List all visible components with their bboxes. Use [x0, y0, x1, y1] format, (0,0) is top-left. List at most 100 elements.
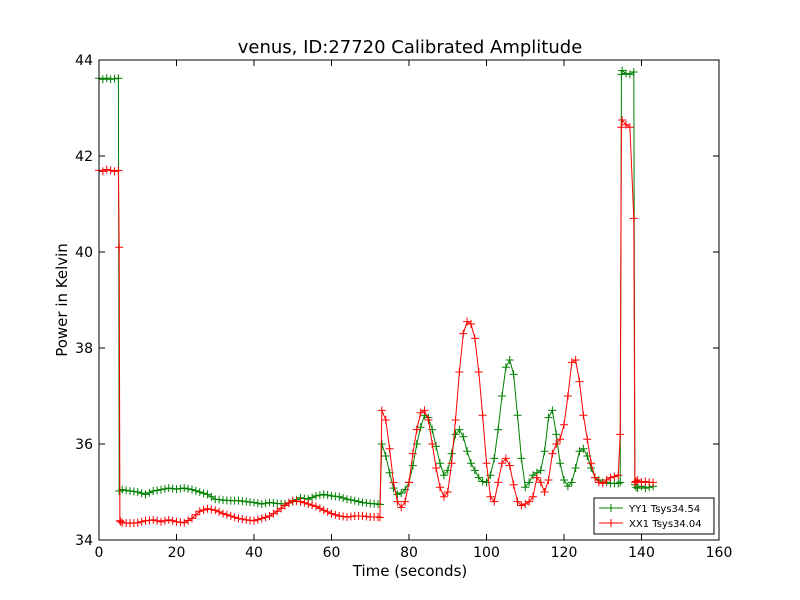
- data-point-marker: [513, 411, 522, 420]
- data-point-marker: [412, 425, 421, 434]
- legend-entry-yy1: YY1 Tsys34.54: [599, 504, 700, 515]
- data-point-marker: [447, 449, 456, 458]
- data-point-marker: [381, 452, 390, 460]
- legend-label-yy1: YY1 Tsys34.54: [628, 504, 700, 515]
- data-point-marker: [116, 517, 125, 526]
- data-point-marker: [253, 499, 262, 508]
- data-point-marker: [618, 116, 627, 124]
- data-point-marker: [308, 501, 317, 510]
- legend-marker-xx1: [607, 519, 615, 527]
- data-point-marker: [617, 70, 626, 79]
- data-point-marker: [490, 497, 499, 506]
- data-point-marker: [261, 513, 270, 522]
- y-axis-ticks: 34 36 38 40 42 44: [75, 53, 719, 549]
- data-point-marker: [560, 420, 568, 429]
- x-tick-label: 40: [245, 545, 263, 561]
- data-point-marker: [610, 472, 619, 481]
- data-point-marker: [616, 430, 625, 439]
- data-point-marker: [532, 473, 541, 482]
- data-point-marker: [447, 459, 456, 468]
- data-point-marker: [463, 447, 472, 456]
- data-point-marker: [393, 497, 402, 506]
- data-point-marker: [509, 480, 518, 489]
- data-point-marker: [439, 471, 448, 480]
- data-point-marker: [494, 425, 503, 434]
- data-point-marker: [501, 454, 510, 463]
- x-axis-ticks: 0 20 40 60 80 100 120 140 160: [95, 60, 733, 561]
- x-tick-label: 100: [473, 545, 500, 561]
- data-point-marker: [137, 489, 146, 498]
- data-point-marker: [552, 430, 561, 439]
- data-point-marker: [393, 490, 402, 499]
- data-point-marker: [579, 444, 588, 453]
- data-point-marker: [315, 491, 324, 500]
- data-point-marker: [184, 484, 193, 493]
- data-point-marker: [525, 497, 534, 506]
- data-point-marker: [637, 478, 646, 487]
- data-point-marker: [478, 477, 487, 486]
- data-point-marker: [641, 477, 650, 486]
- data-point-marker: [304, 500, 313, 508]
- data-point-marker: [436, 459, 444, 468]
- data-point-marker: [180, 484, 189, 493]
- data-point-marker: [230, 513, 239, 522]
- data-point-marker: [632, 477, 641, 486]
- data-point-marker: [467, 459, 475, 468]
- data-point-marker: [451, 430, 460, 439]
- legend-label-xx1: XX1 Tsys34.04: [629, 519, 702, 530]
- data-point-marker: [571, 356, 580, 364]
- data-point-marker: [184, 516, 193, 525]
- data-point-marker: [191, 510, 200, 519]
- data-point-marker: [598, 479, 607, 488]
- data-point-marker: [408, 461, 417, 470]
- data-point-marker: [238, 515, 247, 524]
- data-point-marker: [625, 123, 634, 132]
- data-point-marker: [544, 413, 553, 422]
- data-point-marker: [622, 69, 630, 78]
- data-point-marker: [521, 483, 530, 492]
- y-tick-label: 36: [75, 437, 93, 453]
- data-point-marker: [529, 492, 537, 501]
- data-point-marker: [199, 506, 208, 514]
- data-point-marker: [474, 473, 483, 482]
- data-point-marker: [343, 495, 351, 504]
- data-point-marker: [459, 329, 468, 338]
- data-point-marker: [98, 75, 107, 84]
- data-point-marker: [114, 74, 123, 83]
- y-tick-label: 38: [75, 341, 93, 357]
- data-point-marker: [544, 476, 553, 484]
- data-point-marker: [191, 486, 200, 495]
- data-point-marker: [354, 497, 363, 506]
- data-point-marker: [633, 484, 642, 493]
- data-point-marker: [114, 166, 123, 175]
- data-point-marker: [331, 510, 340, 519]
- data-point-marker: [110, 167, 119, 176]
- data-point-marker: [335, 492, 344, 501]
- data-point-marker: [478, 411, 487, 420]
- data-point-marker: [579, 411, 588, 420]
- data-point-marker: [439, 492, 448, 501]
- x-tick-label: 160: [706, 545, 733, 561]
- data-point-marker: [207, 505, 216, 514]
- data-point-marker: [327, 509, 336, 518]
- y-axis-label: Power in Kelvin: [53, 243, 71, 357]
- data-point-marker: [513, 497, 522, 506]
- data-point-marker: [257, 514, 266, 523]
- data-point-marker: [443, 488, 452, 496]
- data-point-marker: [470, 466, 479, 475]
- data-point-marker: [115, 243, 124, 252]
- data-point-marker: [164, 515, 173, 524]
- chart-title: venus, ID:27720 Calibrated Amplitude: [238, 37, 583, 58]
- data-point-marker: [102, 74, 111, 83]
- data-point-marker: [160, 516, 169, 525]
- data-point-marker: [467, 320, 475, 328]
- plot-area: [99, 60, 719, 540]
- data-point-marker: [594, 478, 603, 487]
- data-point-marker: [536, 466, 545, 475]
- data-point-marker: [556, 435, 565, 444]
- data-point-marker: [381, 416, 390, 424]
- data-point-marker: [339, 494, 348, 502]
- data-point-marker: [571, 464, 580, 472]
- data-point-marker: [122, 486, 131, 495]
- data-point-marker: [455, 425, 464, 434]
